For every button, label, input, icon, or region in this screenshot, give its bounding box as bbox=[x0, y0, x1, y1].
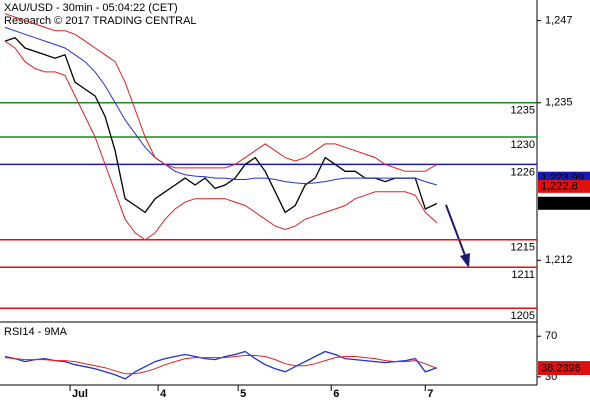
x-tick-label: 4 bbox=[160, 388, 167, 400]
price-tag-label: 1,220.33 bbox=[541, 197, 584, 209]
level-label: 1205 bbox=[511, 310, 535, 322]
chart-subtitle: Research © 2017 TRADING CENTRAL bbox=[4, 15, 197, 27]
price-tag bbox=[538, 361, 590, 375]
price-line bbox=[4, 355, 438, 375]
price-tag-label: 1,222.8 bbox=[541, 180, 578, 192]
y-tick-label: 1,235 bbox=[545, 97, 573, 109]
price-line bbox=[4, 40, 438, 241]
y-tick-label: 70 bbox=[545, 330, 557, 342]
level-label: 1230 bbox=[511, 139, 535, 151]
x-tick-label: 7 bbox=[427, 388, 433, 400]
price-tag bbox=[538, 196, 590, 210]
x-tick-label: 5 bbox=[240, 388, 246, 400]
x-tick-label: Jul bbox=[72, 388, 88, 400]
price-line bbox=[4, 13, 438, 172]
price-line bbox=[4, 36, 438, 214]
price-tag-label: 38.2396 bbox=[541, 362, 581, 374]
price-tag bbox=[538, 179, 590, 193]
y-tick-label: 1,212 bbox=[545, 254, 573, 266]
level-label: 1235 bbox=[511, 105, 535, 117]
level-label: 1215 bbox=[511, 242, 535, 254]
forecast-arrow bbox=[445, 204, 470, 268]
x-tick-label: 6 bbox=[333, 388, 339, 400]
chart-title: XAU/USD - 30min - 05:04:22 (CET) bbox=[4, 2, 178, 14]
level-label: 1226 bbox=[511, 166, 535, 178]
price-line bbox=[4, 26, 438, 186]
y-tick-label: 1,247 bbox=[545, 14, 573, 26]
level-label: 1211 bbox=[511, 269, 535, 281]
rsi-title: RSI14 - 9MA bbox=[4, 326, 68, 338]
